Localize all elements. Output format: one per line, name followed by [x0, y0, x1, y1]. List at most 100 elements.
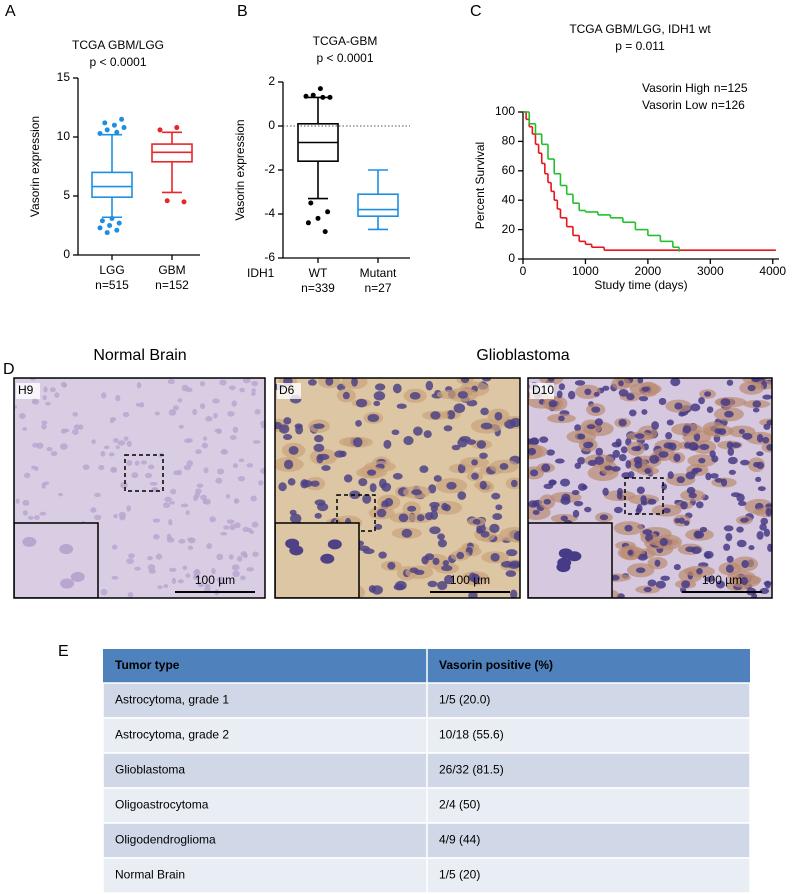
nucleus	[182, 565, 188, 571]
image-label: H9	[18, 383, 34, 397]
nucleus	[667, 442, 677, 451]
nucleus	[212, 398, 220, 404]
nucleus	[232, 426, 239, 433]
nucleus	[618, 389, 629, 397]
inset	[275, 522, 360, 598]
inset	[14, 522, 99, 598]
outlier	[317, 86, 323, 92]
nucleus	[100, 451, 106, 457]
nucleus	[681, 580, 691, 589]
nucleus	[428, 484, 437, 494]
nucleus	[690, 403, 701, 412]
panel-letter: A	[5, 3, 16, 20]
nucleus	[574, 462, 582, 469]
nucleus	[451, 444, 461, 451]
nucleus	[314, 512, 322, 519]
nucleus	[362, 548, 375, 555]
nucleus	[704, 391, 712, 397]
nucleus	[427, 580, 438, 588]
nucleus	[180, 503, 189, 508]
x-tick-label: 2000	[635, 264, 662, 278]
nucleus	[425, 380, 434, 391]
nucleus	[195, 449, 202, 455]
nucleus	[723, 543, 731, 551]
nucleus	[238, 458, 245, 463]
nucleus	[637, 553, 648, 561]
nucleus	[232, 570, 240, 578]
nucleus	[225, 493, 231, 499]
n-label: n=27	[364, 281, 391, 295]
nucleus	[246, 463, 254, 468]
nucleus	[167, 378, 175, 385]
box	[91, 171, 133, 198]
nucleus	[317, 502, 329, 512]
nucleus	[740, 459, 750, 466]
nucleus	[215, 477, 223, 484]
nucleus	[674, 517, 681, 524]
nucleus	[60, 428, 67, 434]
nucleus	[756, 451, 764, 457]
nucleus	[763, 528, 771, 537]
nucleus	[233, 498, 239, 504]
nucleus	[640, 500, 648, 506]
nucleus	[437, 539, 447, 548]
nucleus	[216, 468, 225, 475]
nucleus	[391, 429, 400, 436]
nucleus	[54, 392, 60, 398]
nucleus	[711, 455, 719, 463]
nucleus	[185, 573, 191, 578]
nucleus	[334, 450, 345, 458]
nucleus	[177, 398, 183, 403]
nucleus	[424, 553, 435, 561]
nucleus	[441, 502, 449, 511]
nucleus	[624, 524, 633, 532]
nucleus	[131, 472, 139, 479]
nucleus	[685, 471, 696, 480]
nucleus	[168, 409, 177, 416]
nucleus	[41, 423, 47, 430]
nucleus	[216, 553, 224, 561]
nucleus	[559, 478, 571, 487]
nucleus	[109, 418, 115, 424]
nucleus	[593, 391, 600, 397]
nucleus	[698, 457, 706, 464]
nucleus	[560, 496, 571, 505]
nucleus	[307, 379, 317, 386]
nucleus	[203, 467, 209, 474]
panel-letter: E	[58, 643, 69, 660]
nucleus	[736, 539, 747, 548]
y-tick-label: 5	[63, 188, 70, 202]
n-label: n=515	[95, 278, 129, 292]
chart-subtitle: p < 0.0001	[89, 55, 146, 69]
nucleus	[509, 560, 520, 568]
inset-nucleus	[327, 539, 342, 550]
nucleus	[625, 460, 632, 469]
nucleus	[134, 566, 141, 571]
nucleus	[367, 469, 377, 476]
chart-title: TCGA GBM/LGG	[72, 38, 164, 52]
nucleus	[425, 512, 434, 521]
micrograph	[528, 378, 772, 598]
nucleus	[583, 441, 594, 449]
nucleus	[752, 407, 760, 413]
nucleus	[556, 390, 563, 399]
nucleus	[763, 423, 771, 430]
table-cell: Oligoastrocytoma	[115, 798, 209, 812]
nucleus	[220, 449, 229, 455]
nucleus	[403, 436, 414, 446]
x-tick-label: Mutant	[360, 266, 397, 280]
nucleus	[468, 572, 477, 582]
nucleus	[766, 444, 772, 451]
nucleus	[429, 501, 440, 508]
nucleus	[727, 447, 735, 456]
nucleus	[489, 523, 500, 534]
nucleus	[59, 443, 68, 450]
nucleus	[510, 589, 518, 598]
nucleus	[635, 445, 642, 452]
nucleus	[730, 442, 741, 448]
nucleus	[351, 378, 358, 387]
nucleus	[528, 437, 539, 446]
nucleus	[71, 429, 79, 435]
nucleus	[760, 517, 769, 525]
nucleus	[204, 583, 211, 589]
